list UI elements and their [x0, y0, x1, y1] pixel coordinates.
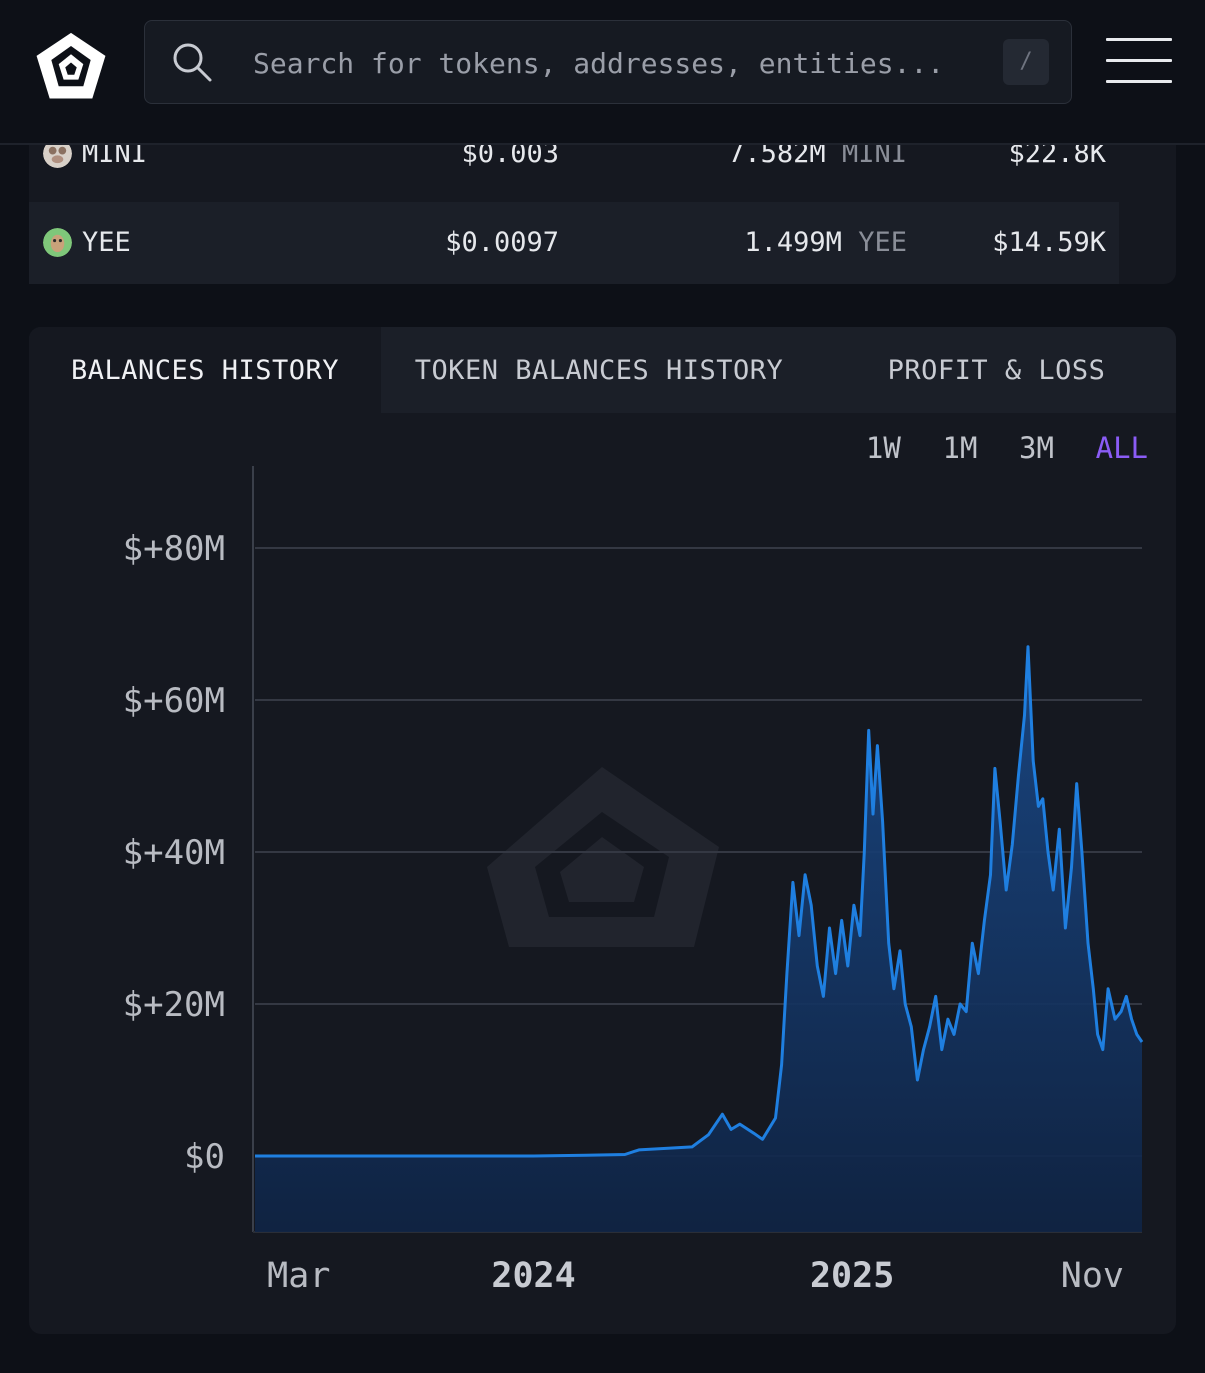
history-tabs: BALANCES HISTORY TOKEN BALANCES HISTORY …: [29, 327, 1176, 413]
range-all[interactable]: ALL: [1095, 431, 1148, 465]
balances-history-chart[interactable]: $+80M $+60M $+40M $+20M $0 Mar 2024 2025 Nov: [29, 327, 1176, 1334]
y-tick-label: $+80M: [123, 529, 225, 569]
tab-profit-loss[interactable]: PROFIT & LOSS: [887, 355, 1106, 386]
x-tick-label: Mar: [267, 1256, 330, 1296]
search-bar[interactable]: /: [144, 20, 1072, 104]
range-1m[interactable]: 1M: [942, 431, 978, 465]
token-value: $14.59K: [992, 227, 1106, 258]
search-input[interactable]: [253, 41, 973, 85]
token-quantity: 1.499M YEE: [744, 227, 907, 258]
token-symbol: YEE: [82, 227, 131, 258]
x-tick-label: 2025: [810, 1256, 894, 1296]
series-line: [255, 645, 1144, 1158]
arkham-logo[interactable]: [30, 28, 112, 110]
mini-token-icon: [43, 139, 72, 168]
range-3m[interactable]: 3M: [1019, 431, 1054, 465]
y-tick-label: $+60M: [123, 681, 225, 721]
y-tick-label: $0: [184, 1137, 225, 1177]
tab-token-balances-history[interactable]: TOKEN BALANCES HISTORY: [414, 355, 784, 386]
table-row[interactable]: YEE $0.0097 1.499M YEE $14.59K: [29, 202, 1119, 284]
tab-balances-history[interactable]: BALANCES HISTORY: [29, 327, 381, 413]
time-range-selector: 1W 1M 3M ALL: [834, 431, 1148, 471]
yee-token-icon: [43, 228, 72, 257]
arkham-watermark-icon: [487, 767, 719, 947]
token-unit: YEE: [858, 227, 907, 258]
top-header: /: [0, 0, 1205, 145]
x-tick-label: 2024: [491, 1256, 575, 1296]
search-icon: [173, 43, 212, 82]
search-shortcut-badge: /: [1003, 39, 1049, 85]
range-1w[interactable]: 1W: [865, 431, 901, 465]
token-price: $0.0097: [445, 227, 559, 258]
hamburger-menu-icon[interactable]: [1106, 38, 1172, 88]
x-tick-label: Nov: [1061, 1256, 1124, 1296]
balances-history-card: BALANCES HISTORY TOKEN BALANCES HISTORY …: [29, 327, 1176, 1334]
y-tick-label: $+40M: [123, 833, 225, 873]
series-area: [255, 646, 1142, 1232]
y-tick-label: $+20M: [123, 985, 225, 1025]
